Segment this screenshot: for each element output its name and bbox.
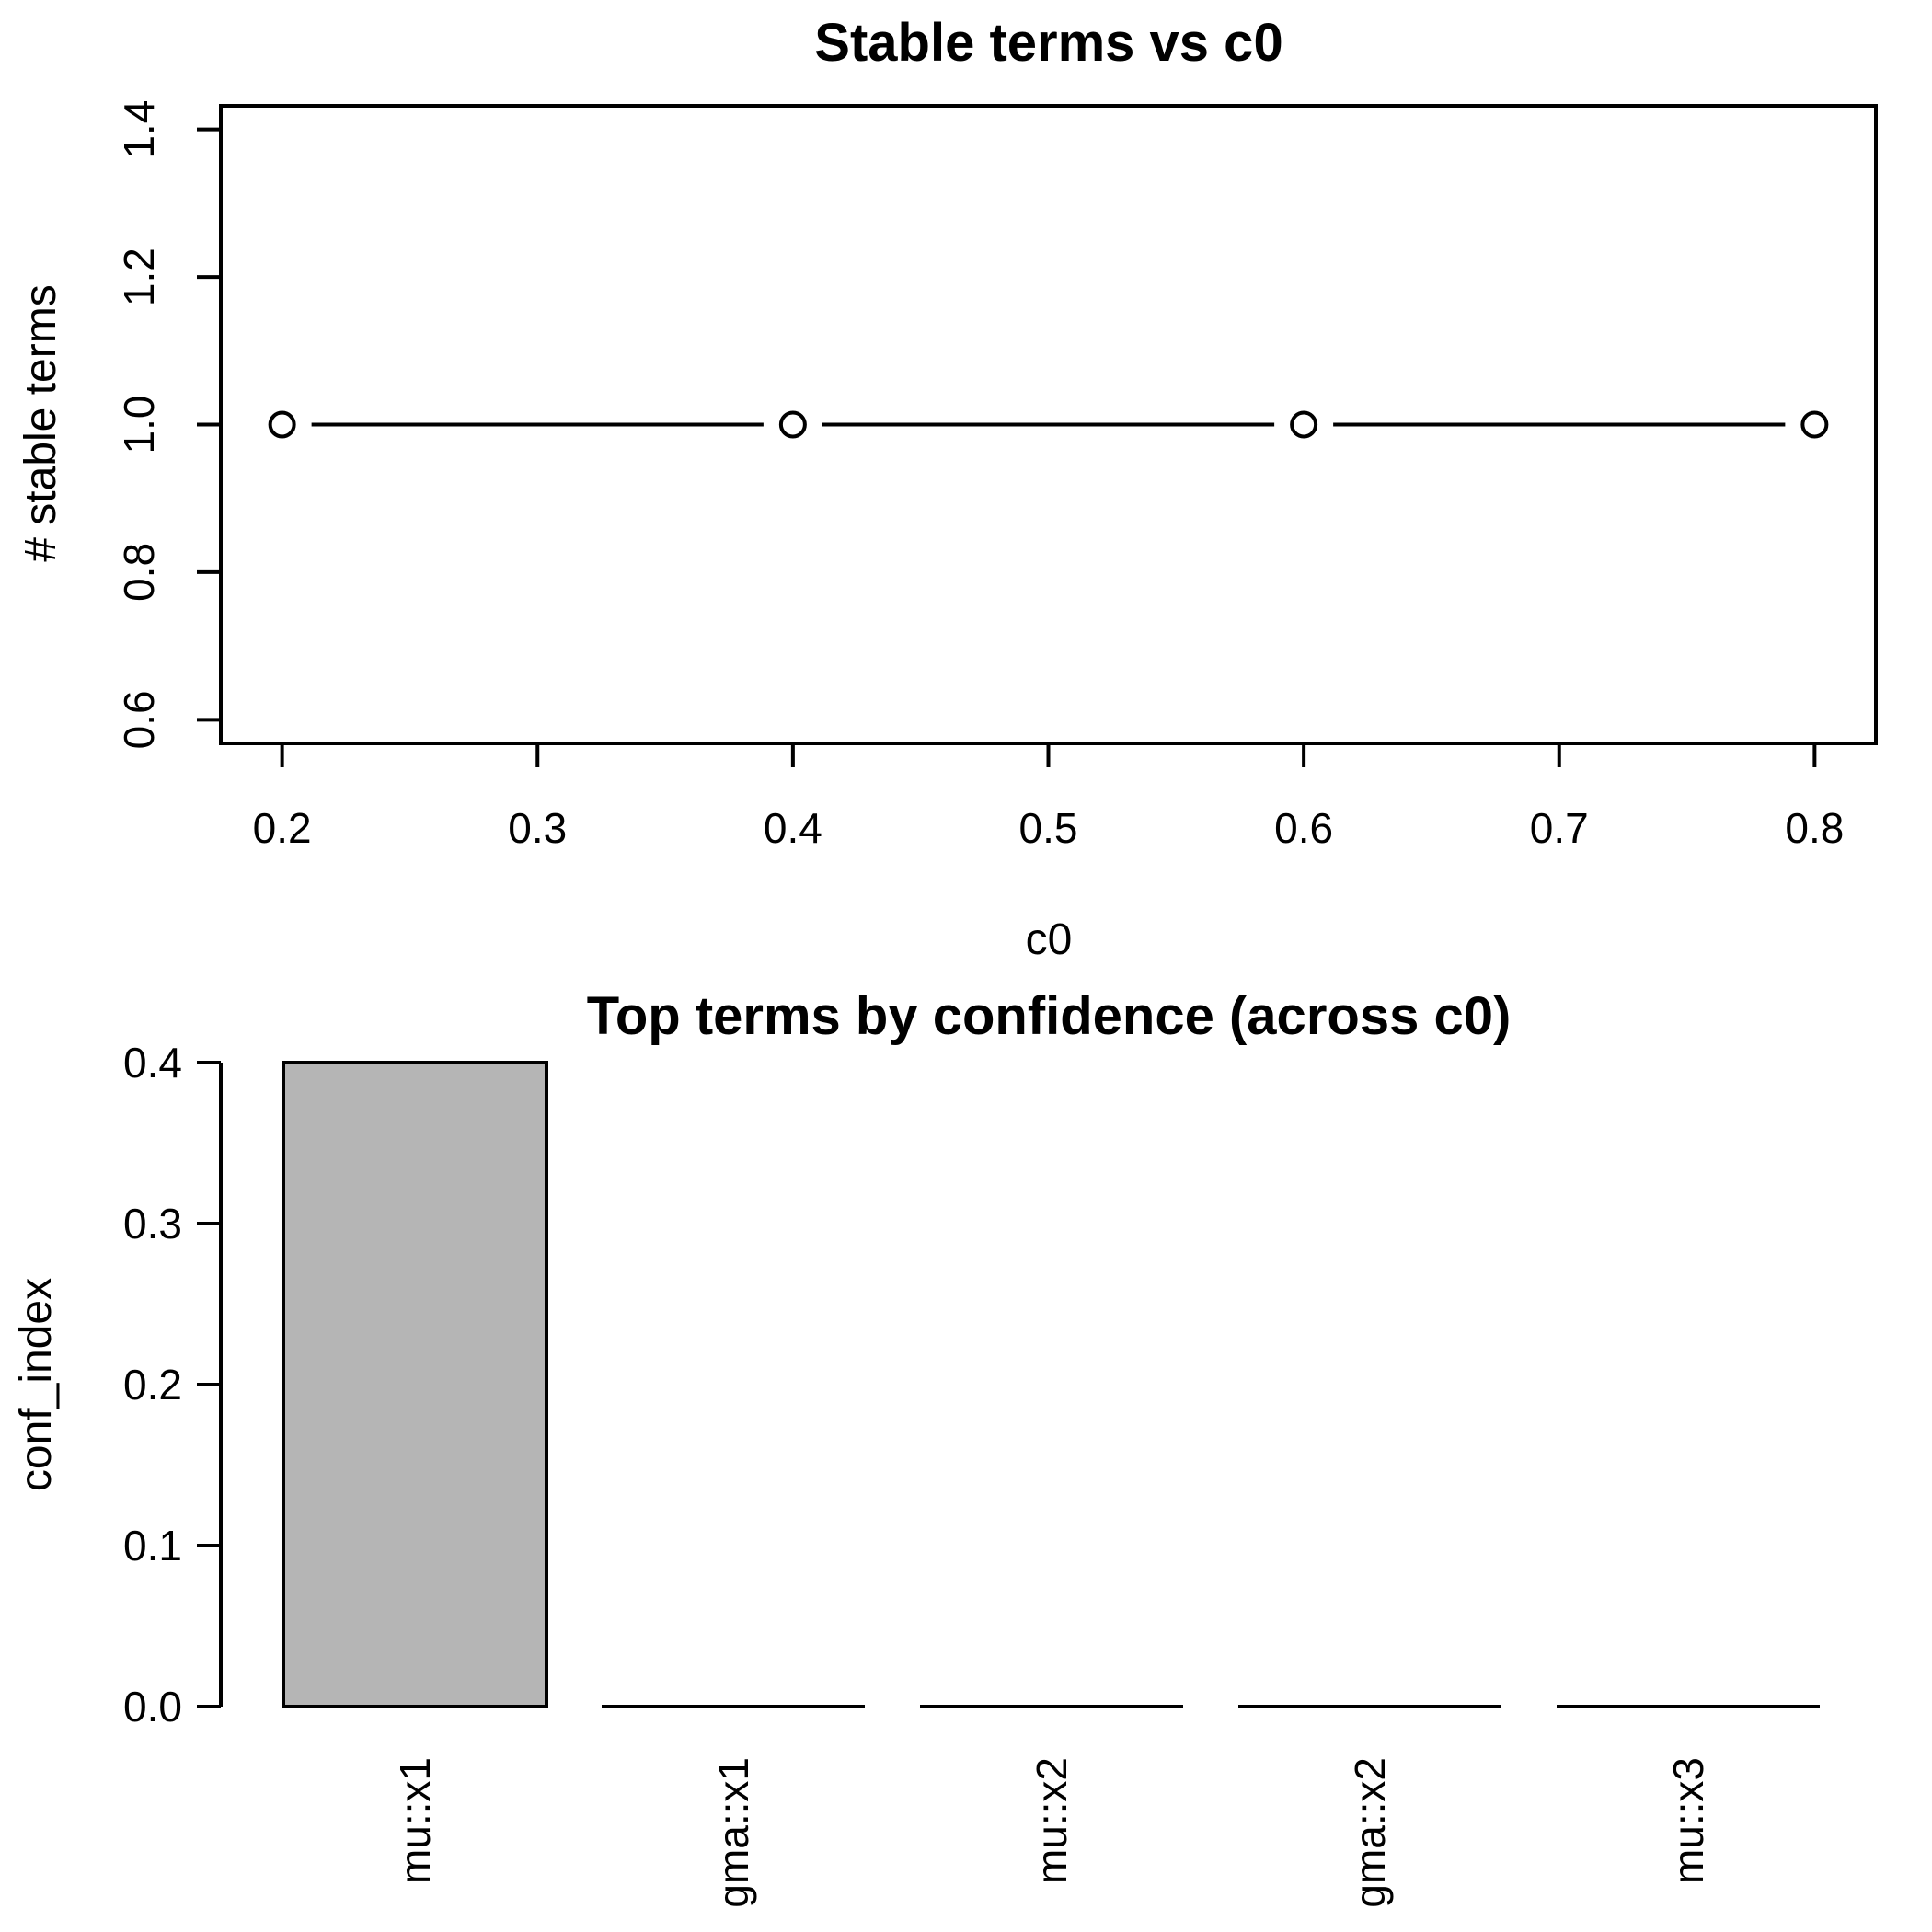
plot1-x-tick-label: 0.7 (1530, 804, 1589, 852)
plot1-y-tick-label: 0.8 (115, 543, 163, 602)
plot1-y-tick-label: 1.2 (115, 247, 163, 306)
plot2-y-tick-label: 0.1 (123, 1522, 182, 1570)
bar-category-label: mu::x2 (1028, 1757, 1075, 1884)
data-point-open-circle (1290, 410, 1318, 439)
plot2-y-tick-label: 0.0 (123, 1683, 182, 1731)
plot2-y-axis-label: conf_index (12, 1277, 61, 1492)
bar-category-label: mu::x1 (391, 1757, 439, 1884)
bar-category-label: gma::x1 (709, 1757, 757, 1908)
bar-category-label: gma::x2 (1346, 1757, 1394, 1908)
plot2-title: Top terms by confidence (across c0) (586, 986, 1512, 1046)
data-point-open-circle (778, 410, 807, 439)
plot2-y-tick-label: 0.2 (123, 1361, 182, 1409)
plot1-y-axis-label: # stable terms (17, 284, 65, 562)
plot1-title: Stable terms vs c0 (814, 13, 1283, 73)
bar (282, 1061, 548, 1708)
plot1-x-tick-label: 0.4 (764, 804, 822, 852)
plot1-x-tick-label: 0.3 (508, 804, 567, 852)
plot1-x-axis-label: c0 (1025, 915, 1073, 964)
plot1-y-tick-label: 1.0 (115, 396, 163, 454)
stable-terms-plot: 0.2 0.3 0.4 0.5 0.6 0.7 0.8 0.6 0.8 1.0 1.2 1.4 (115, 100, 1878, 852)
plot1-x-tick-label: 0.2 (253, 804, 312, 852)
plot1-x-tick-label: 0.8 (1785, 804, 1844, 852)
plot2-y-tick-label: 0.3 (123, 1200, 182, 1248)
plot1-y-tick-label: 0.6 (115, 690, 163, 749)
plot1-x-tick-label: 0.5 (1019, 804, 1078, 852)
data-point-open-circle (1800, 410, 1829, 439)
confidence-barplot: 0.0 0.1 0.2 0.3 0.4mu::x1 gma::x1 mu::x2 gma::x… (123, 1039, 1820, 1908)
data-point-open-circle (268, 410, 296, 439)
plot1-x-tick-label: 0.6 (1274, 804, 1333, 852)
bar-category-label: mu::x3 (1664, 1757, 1712, 1884)
plot2-y-tick-label: 0.4 (123, 1039, 182, 1087)
plot1-y-tick-label: 1.4 (115, 100, 163, 159)
